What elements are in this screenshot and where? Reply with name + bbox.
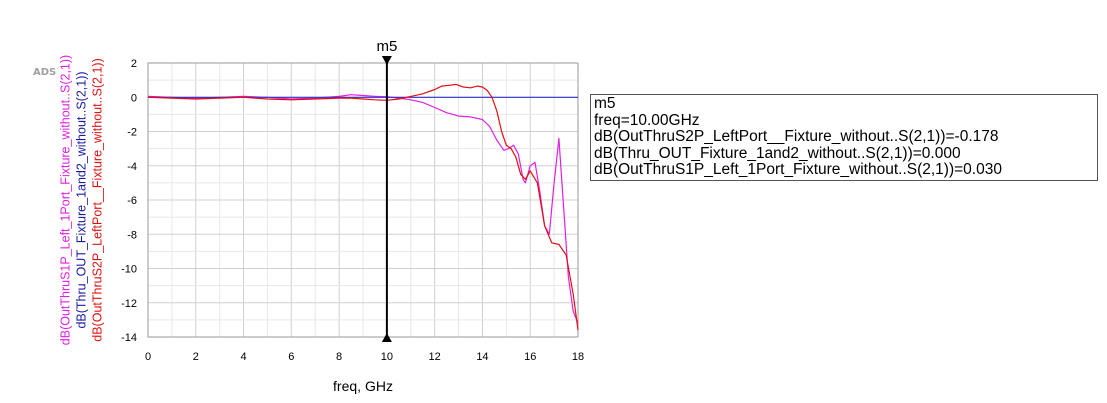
y-tick-label: -8 — [127, 229, 137, 241]
y-tick-label: -12 — [121, 298, 137, 310]
y-tick-label: 2 — [131, 58, 137, 70]
x-tick-labels: 0 2 4 6 8 10 12 14 16 18 — [145, 351, 584, 363]
x-tick-label: 18 — [572, 351, 584, 363]
y-axis-labels: dB(OutThruS1P_Left_1Port_Fixture_without… — [58, 55, 104, 345]
ads-watermark: ADS — [33, 67, 57, 78]
x-tick-label: 2 — [193, 351, 199, 363]
series-line-3 — [147, 83, 579, 331]
x-tick-label: 8 — [336, 351, 342, 363]
x-tick-label: 12 — [429, 351, 441, 363]
marker-top-arrow[interactable] — [381, 56, 392, 65]
marker-label: m5 — [376, 38, 397, 55]
readout-line: m5 — [594, 95, 616, 112]
y-tick-label: -2 — [127, 127, 137, 139]
y-axis-label-1: dB(OutThruS1P_Left_1Port_Fixture_without… — [58, 55, 72, 345]
y-tick-label: -10 — [121, 264, 137, 276]
grid — [147, 62, 579, 338]
x-tick-label: 0 — [145, 351, 151, 363]
x-tick-label: 10 — [381, 351, 393, 363]
marker-readout-box[interactable]: m5 freq=10.00GHz dB(OutThruS2P_LeftPort_… — [590, 94, 1098, 181]
readout-line: dB(Thru_OUT_Fixture_1and2_without..S(2,1… — [594, 144, 961, 162]
readout-line: dB(OutThruS2P_LeftPort__Fixture_without.… — [594, 128, 999, 146]
y-axis-label-2: dB(Thru_OUT_Fixture_1and2_without..S(2,1… — [74, 71, 88, 328]
series — [147, 83, 579, 331]
y-axis-label-3: dB(OutThruS2P_LeftPort__Fixture_without.… — [90, 58, 104, 341]
readout-line: freq=10.00GHz — [594, 111, 700, 129]
y-tick-labels: 2 0 -2 -4 -6 -8 -10 -12 -14 — [121, 58, 137, 344]
x-tick-label: 6 — [288, 351, 294, 363]
x-tick-label: 4 — [240, 351, 246, 363]
readout-line: dB(OutThruS1P_Left_1Port_Fixture_without… — [594, 161, 1002, 179]
plot-frame — [147, 62, 579, 338]
marker[interactable]: m5 — [376, 38, 397, 342]
y-tick-label: -6 — [127, 195, 137, 207]
marker-bottom-arrow[interactable] — [381, 333, 392, 342]
y-tick-label: -14 — [121, 332, 137, 344]
y-tick-label: -4 — [127, 161, 137, 173]
y-tick-label: 0 — [131, 92, 137, 104]
x-tick-label: 16 — [524, 351, 536, 363]
x-tick-label: 14 — [476, 351, 488, 363]
x-axis-label: freq, GHz — [333, 378, 393, 394]
